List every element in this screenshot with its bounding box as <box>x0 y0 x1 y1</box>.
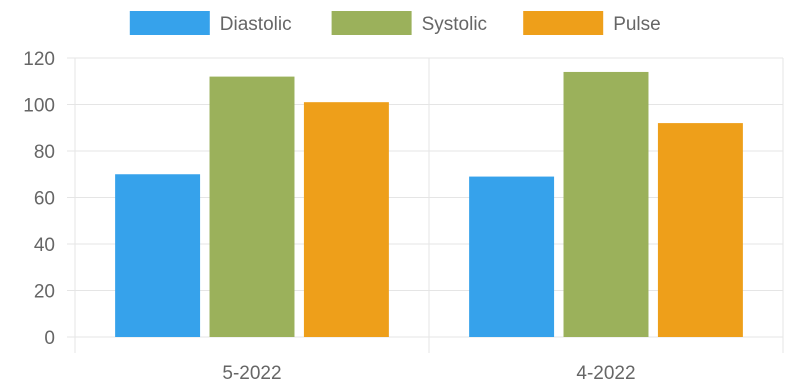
y-tick-label: 20 <box>34 282 55 303</box>
bar-systolic-4-2022 <box>563 71 649 337</box>
chart-legend: Diastolic Systolic Pulse <box>129 11 661 35</box>
y-axis: 0 20 40 60 80 100 120 <box>23 49 55 349</box>
y-tick-label: 100 <box>23 96 55 117</box>
bar-pulse-5-2022 <box>303 102 389 337</box>
x-axis: 5-2022 4-2022 <box>222 363 635 382</box>
y-tick-label: 60 <box>34 189 55 210</box>
legend-label-diastolic: Diastolic <box>220 14 292 35</box>
legend-label-pulse: Pulse <box>613 14 661 35</box>
y-tick-label: 120 <box>23 49 55 70</box>
x-tick-label: 4-2022 <box>576 363 635 382</box>
x-tick-label: 5-2022 <box>222 363 281 382</box>
bar-diastolic-4-2022 <box>469 176 555 337</box>
bar-diastolic-5-2022 <box>115 174 201 337</box>
legend-swatch-diastolic <box>129 11 210 35</box>
bar-pulse-4-2022 <box>657 123 743 337</box>
legend-swatch-systolic <box>331 11 412 35</box>
y-tick-label: 80 <box>34 142 55 163</box>
y-tick-label: 40 <box>34 235 55 256</box>
legend-swatch-pulse <box>523 11 604 35</box>
chart-bars <box>115 71 743 337</box>
y-tick-label: 0 <box>44 328 55 349</box>
legend-label-systolic: Systolic <box>422 14 487 35</box>
bar-systolic-5-2022 <box>209 76 295 337</box>
